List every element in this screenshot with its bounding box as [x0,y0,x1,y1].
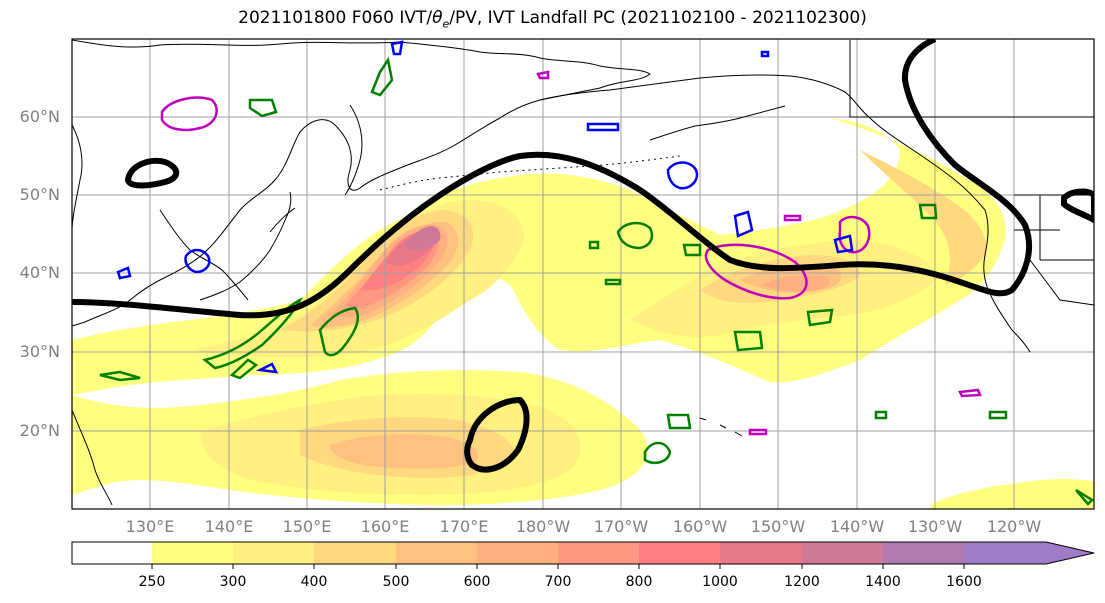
colorbar-ticks [151,564,965,569]
title-suffix: /PV, IVT Landfall PC (2021102100 - 20211… [449,8,867,28]
lon-label-120w: 120°W [987,517,1042,536]
lon-label-150w: 150°W [751,517,806,536]
colorbar-tick-labels: 250 300 400 500 600 700 800 1000 1200 14… [139,574,982,590]
title-prefix: 2021101800 F060 IVT/ [238,8,433,28]
map-frame [71,38,1095,510]
colorbar-segments [72,542,964,564]
colorbar-label-600: 600 [464,574,491,590]
lon-label-130w: 130°W [908,517,963,536]
colorbar-segment-8 [720,542,802,564]
colorbar-segment-3 [314,542,396,564]
map-title: 2021101800 F060 IVT/θe/PV, IVT Landfall … [0,8,1105,30]
colorbar-label-1000: 1000 [702,574,738,590]
colorbar-segment-1 [152,542,233,564]
lon-label-170w: 170°W [594,517,649,536]
longitude-labels: 130°E 140°E 150°E 160°E 170°E 180°W 170°… [126,517,1042,536]
colorbar-label-1200: 1200 [784,574,820,590]
lat-label-60: 60°N [20,107,60,126]
colorbar-segment-0 [72,542,152,564]
colorbar-segment-5 [477,542,558,564]
ivt-landfall-contours [72,39,1094,473]
map-layers [72,39,1094,509]
lat-label-40: 40°N [20,263,60,282]
lon-label-130e: 130°E [126,517,175,536]
colorbar-label-250: 250 [139,574,166,590]
pv-contours [160,70,982,436]
theta-e-blue-contours [116,40,854,374]
colorbar-label-400: 400 [301,574,328,590]
lat-label-30: 30°N [20,342,60,361]
colorbar-label-700: 700 [545,574,572,590]
colorbar-outline [71,541,1095,565]
colorbar-label-800: 800 [626,574,653,590]
colorbar-segment-4 [396,542,477,564]
lon-label-140w: 140°W [830,517,885,536]
title-theta-sub: e [442,17,450,31]
lon-label-150e: 150°E [283,517,332,536]
lon-label-140e: 140°E [205,517,254,536]
lon-label-160w: 160°W [673,517,728,536]
colorbar-extend-arrow [964,542,1094,564]
lat-label-20: 20°N [20,421,60,440]
latitude-labels: 60°N 50°N 40°N 30°N 20°N [20,107,60,440]
lat-label-50: 50°N [20,185,60,204]
title-theta: θ [432,8,443,28]
colorbar-segment-10 [883,542,964,564]
colorbar-label-1600: 1600 [946,574,982,590]
theta-e-green-contours [99,56,1094,506]
colorbar-segment-2 [233,542,314,564]
colorbar-segment-6 [558,542,639,564]
colorbar-segment-7 [639,542,720,564]
colorbar: 250 300 400 500 600 700 800 1000 1200 14… [71,541,1095,590]
lon-label-160e: 160°E [361,517,410,536]
colorbar-segment-9 [802,542,883,564]
lon-label-170e: 170°E [440,517,489,536]
colorbar-label-1400: 1400 [865,574,901,590]
colorbar-label-300: 300 [220,574,247,590]
colorbar-label-500: 500 [383,574,410,590]
lon-label-180w: 180°W [516,517,571,536]
